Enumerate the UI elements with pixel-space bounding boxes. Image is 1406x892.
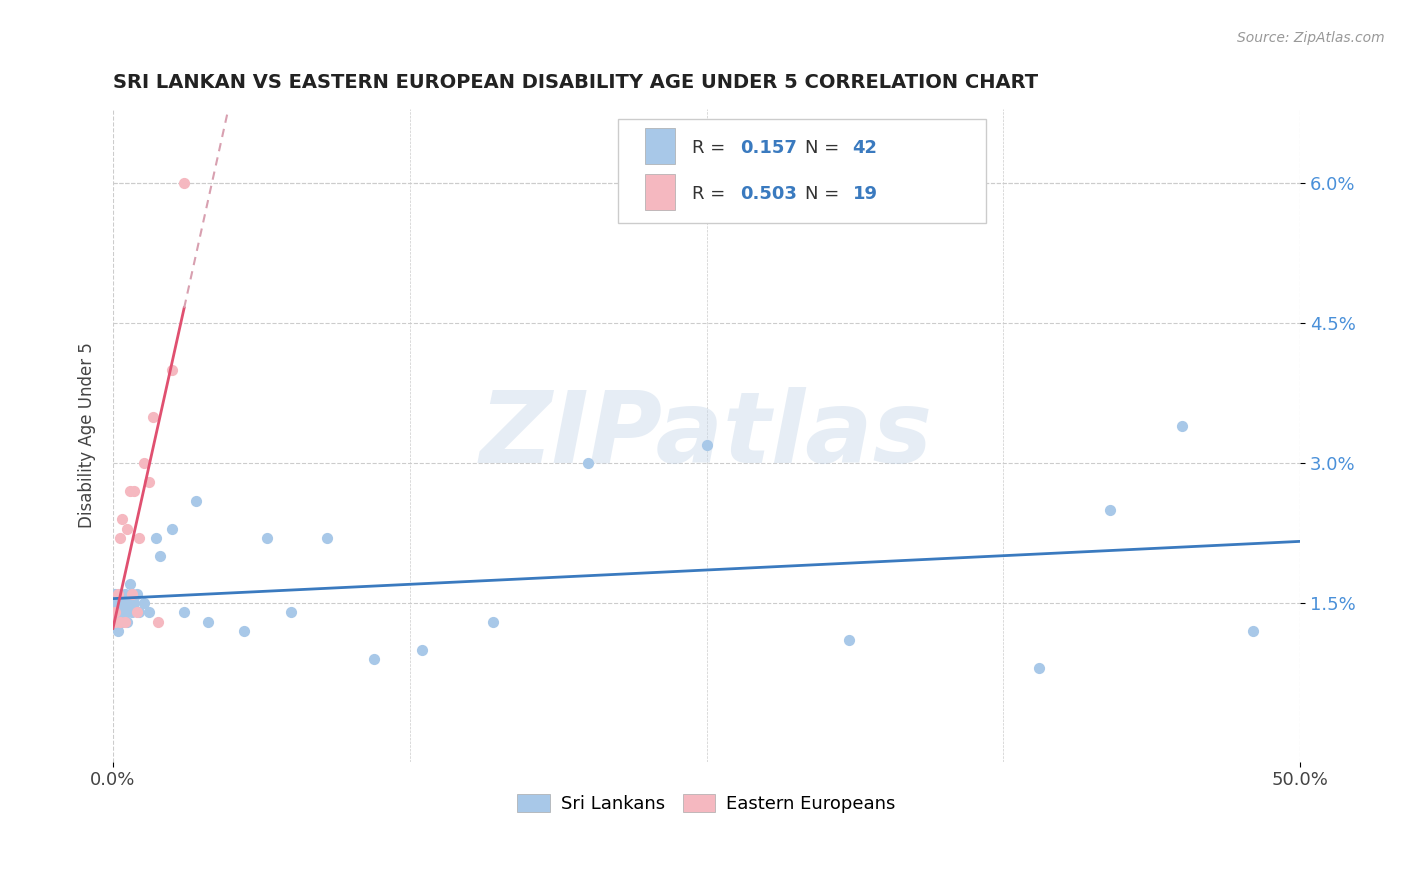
Point: [149, 549, 172, 564]
Point: [104, 596, 127, 610]
Point: [114, 587, 136, 601]
Point: [104, 606, 127, 620]
Text: 0.503: 0.503: [740, 185, 797, 202]
Legend: Sri Lankans, Eastern Europeans: Sri Lankans, Eastern Europeans: [510, 787, 903, 821]
Point: [173, 177, 195, 191]
Point: [111, 615, 134, 629]
Point: [114, 606, 136, 620]
Point: [138, 606, 160, 620]
Point: [111, 512, 134, 526]
Point: [118, 596, 141, 610]
Point: [411, 642, 433, 657]
Text: R =: R =: [692, 139, 731, 157]
Text: R =: R =: [692, 185, 731, 202]
Point: [315, 531, 337, 545]
Text: 19: 19: [852, 185, 877, 202]
Point: [838, 633, 860, 648]
Point: [1241, 624, 1264, 639]
Point: [125, 587, 148, 601]
Point: [232, 624, 254, 639]
Y-axis label: Disability Age Under 5: Disability Age Under 5: [79, 343, 96, 528]
Point: [128, 531, 150, 545]
Point: [162, 521, 184, 535]
Point: [121, 606, 143, 620]
Point: [118, 484, 141, 499]
Point: [696, 437, 718, 451]
Point: [132, 456, 155, 470]
Point: [132, 596, 155, 610]
Point: [256, 531, 278, 545]
Text: N =: N =: [806, 185, 845, 202]
Point: [128, 606, 150, 620]
Point: [145, 531, 167, 545]
Point: [146, 615, 169, 629]
FancyBboxPatch shape: [617, 119, 986, 223]
FancyBboxPatch shape: [645, 128, 675, 164]
Point: [124, 596, 146, 610]
Point: [107, 606, 129, 620]
Point: [138, 475, 160, 489]
Point: [197, 615, 219, 629]
Point: [576, 456, 599, 470]
Point: [1099, 503, 1122, 517]
Point: [108, 606, 131, 620]
Point: [104, 615, 127, 629]
Point: [104, 587, 127, 601]
Point: [108, 587, 131, 601]
Point: [184, 493, 207, 508]
Point: [108, 615, 131, 629]
Point: [280, 606, 302, 620]
Text: SRI LANKAN VS EASTERN EUROPEAN DISABILITY AGE UNDER 5 CORRELATION CHART: SRI LANKAN VS EASTERN EUROPEAN DISABILIT…: [112, 73, 1038, 92]
Point: [482, 615, 505, 629]
Point: [142, 409, 165, 424]
Point: [107, 624, 129, 639]
Point: [1170, 418, 1192, 433]
Point: [121, 587, 143, 601]
Point: [162, 363, 184, 377]
Point: [125, 606, 148, 620]
Point: [115, 521, 138, 535]
Text: Source: ZipAtlas.com: Source: ZipAtlas.com: [1237, 31, 1385, 45]
FancyBboxPatch shape: [645, 174, 675, 210]
Point: [115, 606, 138, 620]
Point: [1028, 661, 1050, 675]
Point: [104, 615, 127, 629]
Point: [363, 652, 385, 666]
Point: [115, 615, 138, 629]
Text: ZIPatlas: ZIPatlas: [479, 387, 934, 483]
Point: [108, 531, 131, 545]
Text: 0.157: 0.157: [740, 139, 797, 157]
Text: 42: 42: [852, 139, 877, 157]
Point: [173, 606, 195, 620]
Point: [114, 615, 136, 629]
Point: [107, 587, 129, 601]
Point: [111, 596, 134, 610]
Point: [118, 577, 141, 591]
Point: [124, 484, 146, 499]
Point: [121, 587, 143, 601]
Text: N =: N =: [806, 139, 845, 157]
